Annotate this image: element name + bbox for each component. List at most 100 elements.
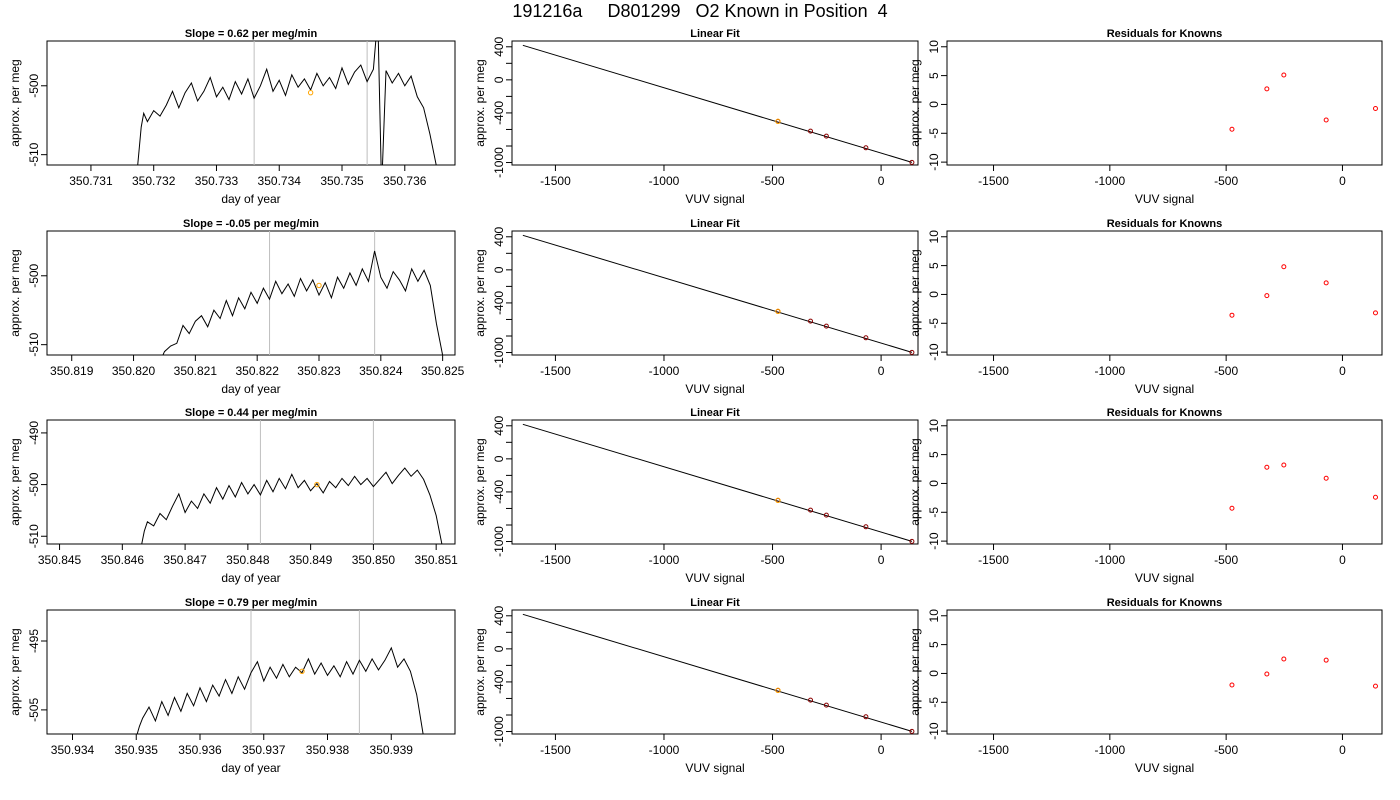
- plot-frame: [946, 40, 1383, 166]
- fit-line: [522, 234, 913, 353]
- data-point: [1264, 671, 1270, 677]
- panel-title: Linear Fit: [690, 28, 740, 40]
- panel-timeseries-4: Slope = 0.79 per meg/min 350.934 350.935 35…: [8, 597, 456, 775]
- series-line: [141, 467, 443, 544]
- x-tick-label: -1500: [540, 743, 571, 757]
- panel-title: Linear Fit: [690, 597, 740, 609]
- y-tick-label: 10: [927, 419, 941, 433]
- plot-frame: [511, 609, 919, 735]
- y-tick-label: -10: [927, 153, 941, 171]
- y-axis-label: approx. per meg: [473, 249, 487, 336]
- x-axis-label: day of year: [221, 192, 280, 206]
- series-line: [162, 250, 444, 355]
- x-axis-label: day of year: [221, 382, 280, 396]
- highlight-point: [299, 668, 305, 675]
- plot-frame: [946, 419, 1383, 545]
- panel-title: Slope = 0.44 per meg/min: [185, 407, 318, 419]
- y-axis-label: approx. per meg: [8, 438, 22, 525]
- x-tick-label: 0: [878, 364, 885, 378]
- data-point: [1264, 464, 1270, 470]
- y-tick-label: 5: [927, 641, 941, 648]
- panel-residuals-4: Residuals for Knowns -1500 -1000 -500 0 VUV s…: [908, 597, 1383, 775]
- panel-title: Residuals for Knowns: [1107, 407, 1223, 419]
- x-tick-label: 0: [1339, 174, 1346, 188]
- plot-area: [1229, 264, 1378, 318]
- x-tick-label: 350.937: [242, 743, 286, 757]
- y-tick-label: 0: [927, 101, 941, 108]
- y-tick-label: -500: [27, 263, 41, 287]
- data-point: [823, 512, 829, 518]
- x-axis-label: VUV signal: [685, 192, 744, 206]
- x-tick-label: -1500: [540, 174, 571, 188]
- x-tick-label: -1000: [649, 743, 680, 757]
- highlight-point: [775, 118, 781, 125]
- x-tick-label: 350.846: [101, 553, 145, 567]
- x-tick-label: 0: [1339, 364, 1346, 378]
- y-tick-label: -490: [27, 421, 41, 445]
- data-point: [1281, 264, 1287, 270]
- plot-frame: [46, 419, 456, 545]
- y-tick-label: 10: [927, 40, 941, 54]
- y-tick-label: 0: [927, 670, 941, 677]
- plot-area: [522, 234, 915, 355]
- x-tick-label: -1000: [1094, 553, 1125, 567]
- plot-frame: [46, 230, 456, 356]
- highlight-point: [307, 89, 314, 96]
- panel-title: Residuals for Knowns: [1107, 597, 1223, 609]
- x-axis-label: day of year: [221, 761, 280, 775]
- y-axis-label: approx. per meg: [8, 628, 22, 715]
- y-tick-label: 0: [492, 266, 506, 273]
- panel-residuals-3: Residuals for Knowns -1500 -1000 -500 0 VUV s…: [908, 407, 1383, 585]
- x-tick-label: 350.938: [306, 743, 350, 757]
- x-tick-label: -1000: [1094, 743, 1125, 757]
- x-axis-label: day of year: [221, 571, 280, 585]
- panel-linear-fit-3: Linear Fit -1500 -1000 -500 0 VUV signal -1000…: [473, 407, 919, 585]
- x-tick-label: -1500: [978, 553, 1009, 567]
- y-axis-label: approx. per meg: [473, 59, 487, 146]
- y-tick-label: 5: [927, 451, 941, 458]
- x-tick-label: -1500: [540, 553, 571, 567]
- y-tick-label: 0: [927, 291, 941, 298]
- data-point: [1281, 72, 1287, 78]
- x-tick-label: 350.824: [359, 364, 403, 378]
- data-point: [1372, 310, 1378, 316]
- x-axis-label: VUV signal: [685, 382, 744, 396]
- y-tick-label: -495: [27, 629, 41, 653]
- fit-line: [522, 44, 913, 163]
- plot-frame: [511, 230, 919, 356]
- y-tick-label: 5: [927, 262, 941, 269]
- x-tick-label: -500: [761, 743, 785, 757]
- x-tick-label: 350.823: [297, 364, 341, 378]
- x-tick-label: -500: [761, 364, 785, 378]
- plot-frame: [946, 609, 1383, 735]
- panel-linear-fit-2: Linear Fit -1500 -1000 -500 0 VUV signal -1000…: [473, 218, 919, 396]
- data-point: [863, 524, 869, 530]
- series-line: [137, 41, 437, 165]
- x-axis-label: VUV signal: [1135, 571, 1194, 585]
- panel-linear-fit-4: Linear Fit -1500 -1000 -500 0 VUV signal -1000…: [473, 597, 919, 775]
- x-tick-label: 350.848: [226, 553, 270, 567]
- panel-residuals-2: Residuals for Knowns -1500 -1000 -500 0 VUV s…: [908, 218, 1383, 396]
- plot-area: [162, 231, 444, 355]
- y-tick-label: 0: [492, 645, 506, 652]
- highlight-point: [775, 687, 781, 694]
- x-tick-label: 350.939: [370, 743, 414, 757]
- x-tick-label: 350.847: [163, 553, 207, 567]
- x-axis-label: VUV signal: [685, 571, 744, 585]
- plot-area: [136, 610, 424, 734]
- x-tick-label: -1000: [649, 553, 680, 567]
- x-tick-label: -1000: [649, 174, 680, 188]
- y-tick-label: -510: [27, 524, 41, 548]
- x-tick-label: 350.825: [421, 364, 465, 378]
- panel-title: Slope = -0.05 per meg/min: [183, 218, 319, 230]
- y-tick-label: 0: [492, 455, 506, 462]
- panel-timeseries-1: Slope = 0.62 per meg/min 350.731 350.732 35…: [8, 28, 456, 206]
- plot-frame: [511, 40, 919, 166]
- highlight-point: [314, 481, 320, 488]
- highlight-point: [316, 282, 322, 289]
- data-point: [808, 318, 814, 324]
- panel-linear-fit-1: Linear Fit -1500 -1000 -500 0 VUV signal -1000…: [473, 28, 919, 206]
- data-point: [823, 323, 829, 329]
- y-tick-label: 400: [492, 605, 506, 625]
